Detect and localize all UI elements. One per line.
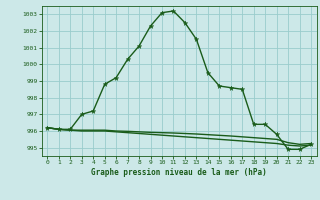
X-axis label: Graphe pression niveau de la mer (hPa): Graphe pression niveau de la mer (hPa) (91, 168, 267, 177)
